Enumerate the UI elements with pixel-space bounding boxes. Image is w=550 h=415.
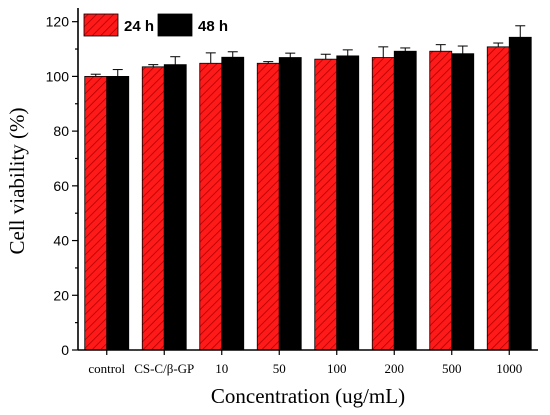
bar-48h-2: [221, 56, 245, 351]
y-tick-label: 60: [53, 178, 69, 194]
bar-24h-0: [84, 76, 108, 351]
y-tick-label: 80: [53, 123, 69, 139]
axes-layer: [77, 8, 538, 351]
y-tick-label: 0: [61, 342, 69, 358]
bar-48h-3: [278, 57, 302, 351]
legend-label-48h: 48 h: [198, 18, 228, 35]
bar-24h-1: [141, 66, 165, 351]
bars-layer: [84, 25, 532, 351]
legend-label-24h: 24 h: [124, 18, 154, 35]
bar-48h-7: [508, 36, 532, 351]
x-tick-label: CS-C/β-GP: [134, 361, 194, 376]
x-tick-label: 200: [385, 361, 405, 376]
x-tick-label: 50: [273, 361, 286, 376]
y-ticks: 0 20 40 60 80 100 120: [46, 14, 78, 358]
y-tick-label: 120: [46, 14, 70, 30]
x-tick-label: 100: [327, 361, 347, 376]
legend-swatch-24h: [83, 13, 119, 37]
x-tick-label: 1000: [496, 361, 522, 376]
x-ticks: control CS-C/β-GP 10 50 100 200 500 1000: [88, 350, 522, 376]
bar-24h-6: [429, 50, 453, 351]
x-tick-label: control: [88, 361, 125, 376]
legend-swatch-48h: [157, 13, 193, 37]
bar-48h-4: [336, 55, 360, 351]
bar-48h-5: [393, 50, 417, 351]
bar-24h-4: [314, 58, 338, 351]
bar-24h-3: [256, 62, 280, 351]
y-tick-label: 40: [53, 233, 69, 249]
bar-24h-5: [371, 57, 395, 351]
bar-48h-0: [106, 76, 130, 351]
legend: 24 h 48 h: [83, 13, 228, 37]
y-tick-label: 20: [53, 287, 69, 303]
bar-48h-6: [451, 53, 475, 351]
y-tick-label: 100: [46, 68, 70, 84]
bar-24h-2: [199, 62, 223, 351]
x-tick-label: 10: [215, 361, 228, 376]
x-axis-title: Concentration (ug/mL): [211, 384, 405, 408]
y-axis-title: Cell viability (%): [5, 108, 29, 255]
x-tick-label: 500: [442, 361, 462, 376]
bar-48h-1: [163, 64, 187, 351]
bar-24h-7: [486, 46, 510, 351]
